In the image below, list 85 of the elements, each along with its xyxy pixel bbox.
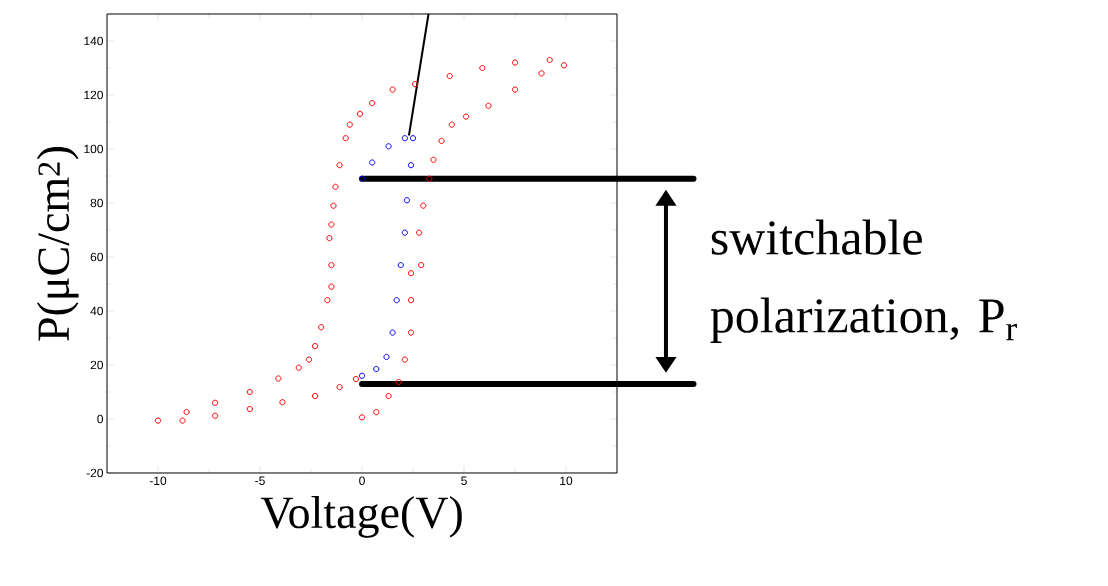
point [369, 159, 376, 166]
point [330, 202, 337, 209]
point [311, 392, 319, 400]
point [305, 356, 313, 363]
point [385, 143, 392, 150]
point [448, 121, 455, 128]
point [356, 110, 364, 117]
point [511, 86, 519, 93]
point [358, 175, 366, 182]
point [430, 156, 437, 163]
point [511, 59, 519, 66]
y-tick-label: 100 [84, 144, 104, 154]
point [332, 183, 339, 190]
point [479, 64, 486, 72]
point [438, 137, 445, 144]
point [560, 62, 568, 69]
point [401, 135, 408, 142]
point [358, 414, 366, 421]
y-tick-label: -20 [86, 468, 104, 478]
y-tick-label: 120 [84, 90, 104, 100]
point [212, 399, 219, 406]
point [336, 162, 343, 169]
point [373, 365, 380, 373]
point [328, 221, 335, 228]
point [409, 135, 417, 142]
y-tick-label: 80 [90, 198, 104, 208]
point [407, 162, 415, 169]
point [420, 202, 427, 209]
point [275, 375, 282, 382]
point [318, 324, 325, 331]
point [485, 102, 492, 109]
point [407, 270, 415, 277]
point [407, 329, 415, 336]
x-tick-label: 0 [359, 476, 365, 486]
point [212, 412, 219, 419]
point [342, 135, 349, 142]
point [246, 405, 253, 413]
point [383, 353, 390, 360]
point [279, 399, 286, 406]
point [426, 175, 433, 182]
point [326, 234, 333, 242]
point [358, 372, 366, 379]
point [328, 283, 335, 290]
point [395, 378, 402, 386]
point [183, 408, 190, 416]
point [393, 297, 400, 304]
x-axis-title: Voltage(V) [260, 495, 462, 538]
x-tick-label: -10 [149, 476, 167, 486]
point [311, 342, 319, 350]
point [324, 297, 331, 304]
point [336, 384, 343, 391]
point [179, 417, 186, 424]
y-tick-label: 60 [90, 252, 104, 262]
point [246, 388, 253, 396]
y-tick-label: 20 [90, 360, 104, 370]
y-axis-title: P(μC/cm$^{2}$) [36, 146, 79, 341]
point [385, 392, 392, 400]
point [407, 297, 415, 304]
point [446, 72, 453, 80]
point [538, 70, 545, 77]
point [328, 261, 335, 269]
point [546, 56, 553, 63]
y-tick-label: 40 [90, 306, 104, 316]
point [295, 364, 302, 371]
point [418, 261, 425, 269]
point [373, 409, 380, 416]
point [403, 197, 410, 204]
y-tick-label: 140 [84, 36, 104, 46]
point [154, 417, 162, 424]
x-tick-label: 5 [461, 476, 467, 485]
point [389, 86, 396, 93]
x-tick-label: -5 [255, 476, 265, 485]
point [411, 81, 419, 88]
point [416, 229, 423, 236]
point [462, 113, 470, 120]
point [389, 329, 396, 336]
point [346, 121, 353, 128]
point [401, 356, 408, 363]
point [401, 229, 408, 236]
point [397, 261, 404, 269]
y-tick-label: 0 [97, 414, 104, 424]
text: switchable polarization, P$_{r}$ [710, 219, 1017, 343]
x-tick-label: 10 [560, 476, 573, 486]
point [352, 375, 359, 383]
point [369, 99, 376, 107]
